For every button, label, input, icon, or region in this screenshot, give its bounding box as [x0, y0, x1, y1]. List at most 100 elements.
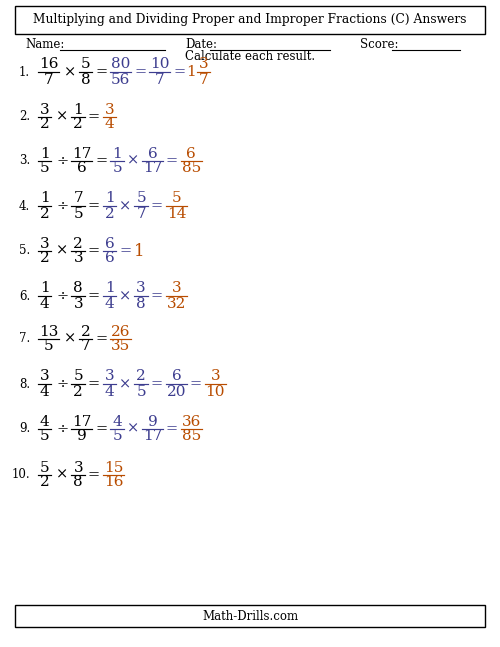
Text: 3: 3 [136, 281, 146, 296]
Text: =: = [151, 289, 163, 303]
Text: 5: 5 [81, 58, 90, 72]
Text: ÷: ÷ [56, 154, 68, 168]
Text: 3: 3 [40, 369, 50, 384]
Text: ÷: ÷ [56, 199, 68, 213]
Bar [15, 6, 485, 34]
Text: =: = [88, 289, 100, 303]
Text: 10: 10 [150, 58, 170, 72]
Text: 5: 5 [172, 192, 181, 206]
Text: 17: 17 [142, 162, 162, 175]
Text: =: = [166, 422, 178, 436]
Text: 1: 1 [40, 146, 50, 160]
Text: =: = [96, 65, 108, 79]
Text: ÷: ÷ [56, 377, 68, 391]
Text: 5: 5 [136, 384, 146, 399]
Text: 7: 7 [44, 72, 54, 87]
Text: 85: 85 [182, 162, 201, 175]
Text: =: = [96, 422, 108, 436]
Text: =: = [151, 199, 163, 213]
Text: ×: × [56, 468, 68, 482]
Text: Calculate each result.: Calculate each result. [185, 50, 315, 63]
Text: =: = [174, 65, 186, 79]
Text: 5: 5 [136, 192, 146, 206]
Text: 6: 6 [148, 146, 158, 160]
Text: =: = [88, 468, 100, 482]
Text: =: = [151, 377, 163, 391]
Text: 2: 2 [136, 369, 146, 384]
Text: 35: 35 [112, 340, 130, 353]
Text: =: = [96, 332, 108, 346]
Text: 3: 3 [74, 296, 83, 311]
Text: 9: 9 [77, 430, 87, 443]
Text: 1: 1 [105, 192, 115, 206]
Text: 7.: 7. [19, 333, 30, 345]
Text: 5: 5 [74, 206, 83, 221]
Text: Multiplying and Dividing Proper and Improper Fractions (C) Answers: Multiplying and Dividing Proper and Impr… [33, 14, 467, 27]
Text: 6: 6 [186, 146, 196, 160]
Text: 3: 3 [74, 252, 83, 265]
Text: =: = [134, 65, 146, 79]
Text: 3.: 3. [19, 155, 30, 168]
Text: 15: 15 [104, 461, 123, 474]
Text: 1: 1 [40, 281, 50, 296]
Text: 3: 3 [210, 369, 220, 384]
Text: =: = [88, 244, 100, 258]
Text: 2: 2 [40, 476, 50, 490]
Bar [15, 605, 485, 627]
Text: 6: 6 [105, 237, 115, 250]
Text: 32: 32 [166, 296, 186, 311]
Text: 4: 4 [112, 415, 122, 428]
Text: ×: × [120, 199, 132, 213]
Text: 8.: 8. [19, 377, 30, 391]
Text: 2: 2 [74, 118, 83, 131]
Text: 5: 5 [112, 430, 122, 443]
Text: 1: 1 [105, 281, 115, 296]
Text: 3: 3 [198, 58, 208, 72]
Text: 2: 2 [40, 206, 50, 221]
Text: 2: 2 [81, 325, 90, 338]
Text: =: = [166, 154, 178, 168]
Text: 7: 7 [136, 206, 146, 221]
Text: ÷: ÷ [56, 422, 68, 436]
Text: 8: 8 [81, 72, 90, 87]
Text: =: = [88, 110, 100, 124]
Text: 9: 9 [148, 415, 158, 428]
Text: 80: 80 [111, 58, 130, 72]
Text: 5: 5 [40, 162, 50, 175]
Text: =: = [88, 377, 100, 391]
Text: =: = [96, 154, 108, 168]
Text: 1.: 1. [19, 65, 30, 78]
Text: ×: × [56, 110, 68, 124]
Text: 14: 14 [166, 206, 186, 221]
Text: 8: 8 [74, 476, 83, 490]
Text: =: = [190, 377, 202, 391]
Text: 2.: 2. [19, 111, 30, 124]
Text: 5: 5 [40, 461, 50, 474]
Text: 17: 17 [72, 146, 92, 160]
Text: ×: × [120, 289, 132, 303]
Text: 3: 3 [40, 237, 50, 250]
Text: 2: 2 [40, 252, 50, 265]
Text: Math-Drills.com: Math-Drills.com [202, 609, 298, 622]
Text: 6: 6 [77, 162, 87, 175]
Text: Date:: Date: [185, 39, 217, 52]
Text: Score:: Score: [360, 39, 399, 52]
Text: 8: 8 [136, 296, 146, 311]
Text: 1: 1 [40, 192, 50, 206]
Text: 4: 4 [105, 296, 115, 311]
Text: 8: 8 [74, 281, 83, 296]
Text: 13: 13 [39, 325, 58, 338]
Text: ÷: ÷ [56, 289, 68, 303]
Text: Name:: Name: [25, 39, 64, 52]
Text: 4: 4 [105, 384, 115, 399]
Text: ×: × [127, 154, 139, 168]
Text: =: = [88, 199, 100, 213]
Text: 5.: 5. [19, 245, 30, 258]
Text: 16: 16 [38, 58, 58, 72]
Text: ×: × [56, 244, 68, 258]
Text: 2: 2 [105, 206, 115, 221]
Text: 7: 7 [198, 72, 208, 87]
Text: 1: 1 [112, 146, 122, 160]
Text: 3: 3 [172, 281, 181, 296]
Text: 7: 7 [74, 192, 83, 206]
